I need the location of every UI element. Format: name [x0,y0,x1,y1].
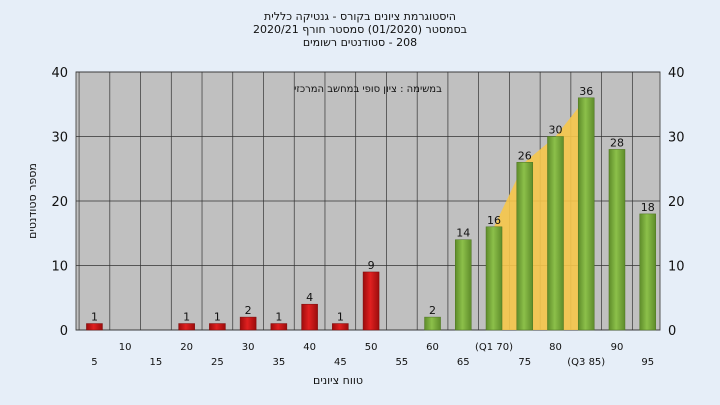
data-label-20: 1 [183,311,190,324]
x-tick-label-20: 20 [180,342,193,353]
bar-35 [270,323,288,331]
data-label-60: 2 [429,304,436,317]
x-tick-label-85: (Q3 85) [567,357,605,368]
chart-title: היסטוגרמת ציונים בקורס - גנטיקה כללית בס… [0,10,720,49]
bar-50 [362,271,380,331]
y-tick-label-right: 0 [668,324,676,339]
data-label-25: 1 [214,311,221,324]
y-tick-label-left: 10 [51,260,68,275]
x-tick-label-65: 65 [457,357,470,368]
y-tick-label-left: 40 [51,66,68,81]
x-tick-label-60: 60 [426,342,439,353]
bar-70 [485,226,503,331]
chart-annotation: במשימה : ציון סופי במחשב המרכזי [294,84,442,95]
data-label-85: 36 [579,85,593,98]
bar-90 [608,149,626,331]
x-tick-label-30: 30 [242,342,255,353]
y-tick-label-right: 20 [668,195,685,210]
bar-40 [301,303,318,331]
data-label-5: 1 [91,311,98,324]
y-tick-label-right: 40 [668,66,685,81]
y-tick-label-left: 0 [60,324,68,339]
data-label-40: 4 [306,291,313,304]
bar-5 [86,323,103,331]
y-tick-label-right: 10 [668,260,685,275]
data-label-75: 26 [518,149,532,162]
x-tick-label-75: 75 [518,357,531,368]
bar-95 [639,213,656,331]
title-line-2: בסמסטר (01/2020) סמסטר חורף 2020/21 [253,23,467,36]
x-tick-label-95: 95 [641,357,654,368]
title-line-1: היסטוגרמת ציונים בקורס - גנטיקה כללית [264,10,456,23]
bar-85 [577,97,595,331]
x-tick-label-10: 10 [119,342,132,353]
bar-20 [178,323,195,331]
x-tick-label-50: 50 [365,342,378,353]
bar-65 [455,239,472,331]
data-label-80: 30 [548,124,562,137]
data-label-65: 14 [456,227,470,240]
x-tick-label-15: 15 [150,357,163,368]
x-tick-label-35: 35 [272,357,285,368]
bar-75 [516,162,534,331]
data-label-30: 2 [245,304,252,317]
x-tick-label-45: 45 [334,357,347,368]
y-tick-label-right: 30 [668,131,685,146]
data-label-95: 18 [641,201,655,214]
data-label-70: 16 [487,214,501,227]
title-line-3: 208 - סטודנטים רשומים [302,36,418,49]
y-tick-label-left: 20 [51,195,68,210]
x-tick-label-5: 5 [91,357,97,368]
x-tick-label-55: 55 [395,357,408,368]
bar-30 [239,316,257,331]
bar-80 [547,136,564,331]
x-tick-label-80: 80 [549,342,562,353]
data-label-45: 1 [337,311,344,324]
data-label-50: 9 [368,259,375,272]
x-tick-label-70: (Q1 70) [475,342,513,353]
y-tick-label-left: 30 [51,131,68,146]
x-tick-label-40: 40 [303,342,316,353]
data-label-35: 1 [275,311,282,324]
bar-25 [209,323,226,331]
data-label-90: 28 [610,136,624,149]
x-axis-label: טווח ציונים [313,374,363,387]
y-axis-label: מספר סטודנטים [26,163,39,239]
x-tick-label-25: 25 [211,357,224,368]
x-tick-label-90: 90 [611,342,624,353]
bar-60 [424,316,441,331]
bar-45 [332,323,349,331]
